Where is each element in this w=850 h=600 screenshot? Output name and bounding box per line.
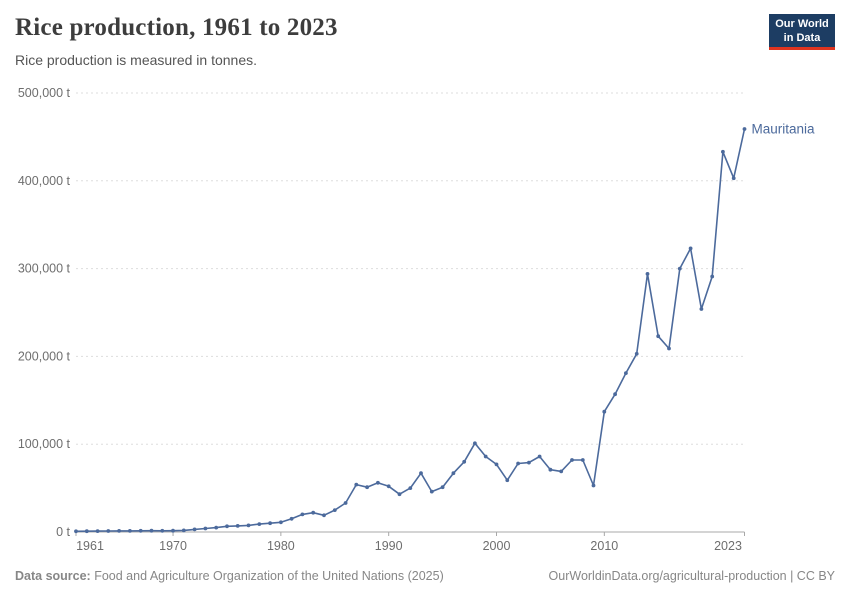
y-tick-label: 500,000 t	[18, 86, 71, 100]
data-point	[117, 529, 121, 533]
data-point	[527, 460, 531, 465]
data-point	[192, 527, 197, 532]
data-point	[473, 441, 477, 446]
data-point	[138, 528, 143, 533]
data-point	[300, 512, 305, 517]
data-point	[645, 272, 650, 276]
data-point	[667, 346, 671, 351]
y-tick-label: 400,000 t	[18, 174, 71, 188]
data-point	[440, 485, 445, 490]
data-point	[516, 461, 520, 466]
x-tick-label: 1980	[267, 539, 295, 553]
data-point	[613, 392, 617, 397]
series-line	[75, 128, 746, 533]
data-point	[429, 489, 434, 494]
data-point	[322, 513, 326, 518]
chart-title: Rice production, 1961 to 2023	[15, 14, 338, 41]
data-point	[354, 482, 359, 487]
data-point	[203, 526, 208, 531]
data-point	[74, 529, 78, 534]
data-point	[699, 307, 704, 311]
data-point	[235, 524, 240, 528]
x-tick-label: 1961	[76, 539, 104, 553]
data-point	[559, 469, 564, 474]
data-point	[721, 149, 725, 154]
owid-logo: Our World in Data	[769, 14, 835, 50]
x-tick-label: 2023	[714, 539, 742, 553]
data-point	[95, 529, 100, 533]
data-point	[580, 458, 585, 462]
data-point	[483, 454, 488, 459]
y-tick-label: 200,000 t	[18, 349, 71, 363]
data-point	[419, 471, 423, 476]
data-point	[505, 478, 510, 483]
data-point	[106, 529, 111, 533]
data-point	[537, 454, 542, 459]
data-point	[214, 525, 219, 530]
data-point	[462, 459, 467, 464]
data-point	[656, 334, 661, 339]
data-point	[548, 467, 553, 472]
data-point	[397, 492, 402, 497]
data-point	[731, 176, 736, 181]
data-point	[279, 520, 283, 525]
data-point	[311, 510, 316, 515]
data-point	[710, 274, 715, 279]
line-chart-svg: 0 t 100,000 t 200,000 t 300,000 t 400,000 t 5…	[18, 86, 816, 553]
y-tick-label: 100,000 t	[18, 437, 71, 451]
x-tick-label: 2000	[483, 539, 511, 553]
data-point	[343, 501, 348, 505]
data-point	[591, 483, 596, 488]
data-point	[742, 127, 747, 131]
x-tick-label: 1990	[375, 539, 403, 553]
series-end-label: Mauritania	[752, 121, 816, 136]
data-point	[332, 508, 337, 512]
data-point	[451, 471, 456, 476]
footer-license: OurWorldinData.org/agricultural-producti…	[548, 569, 835, 583]
data-point	[408, 486, 413, 490]
data-point	[494, 462, 499, 467]
data-point	[386, 484, 391, 489]
data-point	[149, 528, 154, 533]
footer-source-label: Data source:	[15, 569, 91, 583]
data-point	[624, 371, 628, 375]
y-tick-label: 0 t	[56, 525, 70, 539]
chart-subtitle: Rice production is measured in tonnes.	[15, 52, 258, 68]
data-point	[84, 529, 89, 534]
data-point	[160, 528, 165, 533]
footer-data-source: Data source: Food and Agriculture Organi…	[15, 569, 444, 583]
data-point	[376, 480, 380, 485]
data-point	[246, 523, 251, 528]
data-point	[127, 529, 132, 533]
owid-logo-line2: in Data	[783, 32, 821, 44]
data-point	[602, 409, 607, 414]
data-point	[225, 524, 229, 529]
data-point	[677, 266, 682, 271]
data-point	[257, 522, 262, 526]
x-tick-label: 1970	[159, 539, 187, 553]
footer-source-text: Food and Agriculture Organization of the…	[94, 569, 444, 583]
data-point	[688, 246, 693, 251]
data-point	[181, 528, 186, 533]
data-point	[570, 458, 574, 462]
data-point	[289, 516, 294, 521]
y-tick-label: 300,000 t	[18, 262, 71, 276]
data-point	[171, 528, 175, 533]
owid-logo-line1: Our World	[775, 18, 829, 30]
data-point	[268, 521, 272, 526]
x-tick-label: 2010	[590, 539, 618, 553]
data-point	[365, 485, 369, 490]
data-point	[634, 351, 639, 356]
